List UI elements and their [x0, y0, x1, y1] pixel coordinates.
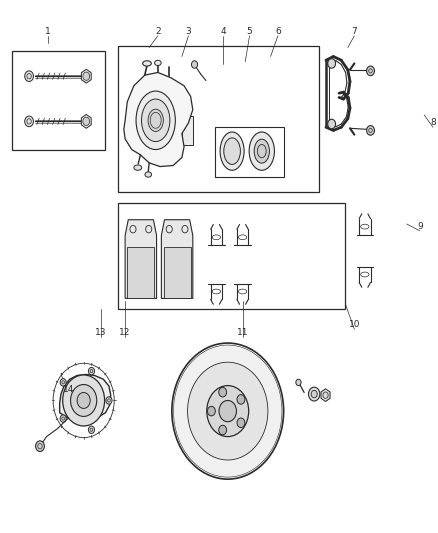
Circle shape — [237, 394, 245, 404]
Polygon shape — [81, 69, 91, 83]
Circle shape — [60, 378, 66, 386]
Ellipse shape — [136, 91, 175, 150]
Ellipse shape — [155, 60, 161, 66]
Polygon shape — [124, 72, 193, 166]
Ellipse shape — [224, 138, 240, 165]
Circle shape — [63, 375, 105, 426]
Ellipse shape — [220, 132, 244, 170]
Circle shape — [219, 400, 237, 422]
Circle shape — [208, 406, 215, 416]
Polygon shape — [163, 247, 191, 298]
Ellipse shape — [233, 369, 238, 378]
Circle shape — [191, 61, 198, 68]
Text: 11: 11 — [237, 328, 249, 337]
Ellipse shape — [143, 61, 151, 66]
Circle shape — [60, 415, 66, 422]
Polygon shape — [127, 247, 154, 298]
Text: 9: 9 — [417, 222, 423, 231]
Text: 10: 10 — [349, 320, 360, 329]
Circle shape — [296, 379, 301, 385]
Text: 5: 5 — [247, 27, 252, 36]
Text: 6: 6 — [275, 27, 281, 36]
Circle shape — [83, 117, 90, 125]
Ellipse shape — [247, 435, 254, 442]
Ellipse shape — [254, 139, 269, 163]
Text: 8: 8 — [430, 118, 436, 127]
Text: 13: 13 — [95, 328, 107, 337]
Circle shape — [25, 116, 33, 127]
Circle shape — [71, 384, 97, 416]
Bar — [12, 51, 106, 150]
Text: 4: 4 — [221, 27, 226, 36]
Circle shape — [311, 390, 317, 398]
Text: 12: 12 — [120, 328, 131, 337]
Text: 1: 1 — [45, 27, 51, 36]
Text: 3: 3 — [186, 27, 191, 36]
Ellipse shape — [254, 398, 262, 404]
Polygon shape — [81, 115, 91, 128]
Bar — [118, 46, 318, 192]
Polygon shape — [161, 220, 193, 298]
Ellipse shape — [134, 165, 142, 170]
Circle shape — [88, 367, 95, 375]
Circle shape — [187, 362, 268, 460]
Circle shape — [77, 392, 90, 408]
Circle shape — [25, 71, 33, 82]
Ellipse shape — [148, 109, 163, 132]
Polygon shape — [60, 374, 111, 421]
Circle shape — [237, 418, 245, 427]
Circle shape — [83, 72, 90, 80]
Ellipse shape — [249, 132, 275, 170]
Bar — [118, 203, 345, 309]
Circle shape — [219, 387, 226, 397]
Circle shape — [35, 441, 44, 451]
Circle shape — [308, 387, 320, 401]
Circle shape — [367, 66, 374, 76]
Polygon shape — [125, 220, 156, 298]
Circle shape — [328, 59, 336, 68]
Ellipse shape — [141, 99, 170, 142]
Text: 7: 7 — [351, 27, 357, 36]
Bar — [182, 116, 193, 146]
Text: 2: 2 — [155, 27, 161, 36]
Ellipse shape — [202, 380, 208, 387]
Circle shape — [172, 343, 284, 479]
Ellipse shape — [145, 172, 152, 177]
Polygon shape — [321, 389, 330, 401]
Bar — [215, 127, 285, 177]
Circle shape — [207, 385, 249, 437]
Ellipse shape — [217, 444, 222, 453]
Ellipse shape — [193, 418, 201, 424]
Circle shape — [88, 426, 95, 433]
Circle shape — [106, 397, 112, 404]
Circle shape — [328, 119, 336, 129]
Circle shape — [367, 126, 374, 135]
Circle shape — [219, 425, 226, 435]
Text: 14: 14 — [63, 385, 74, 394]
